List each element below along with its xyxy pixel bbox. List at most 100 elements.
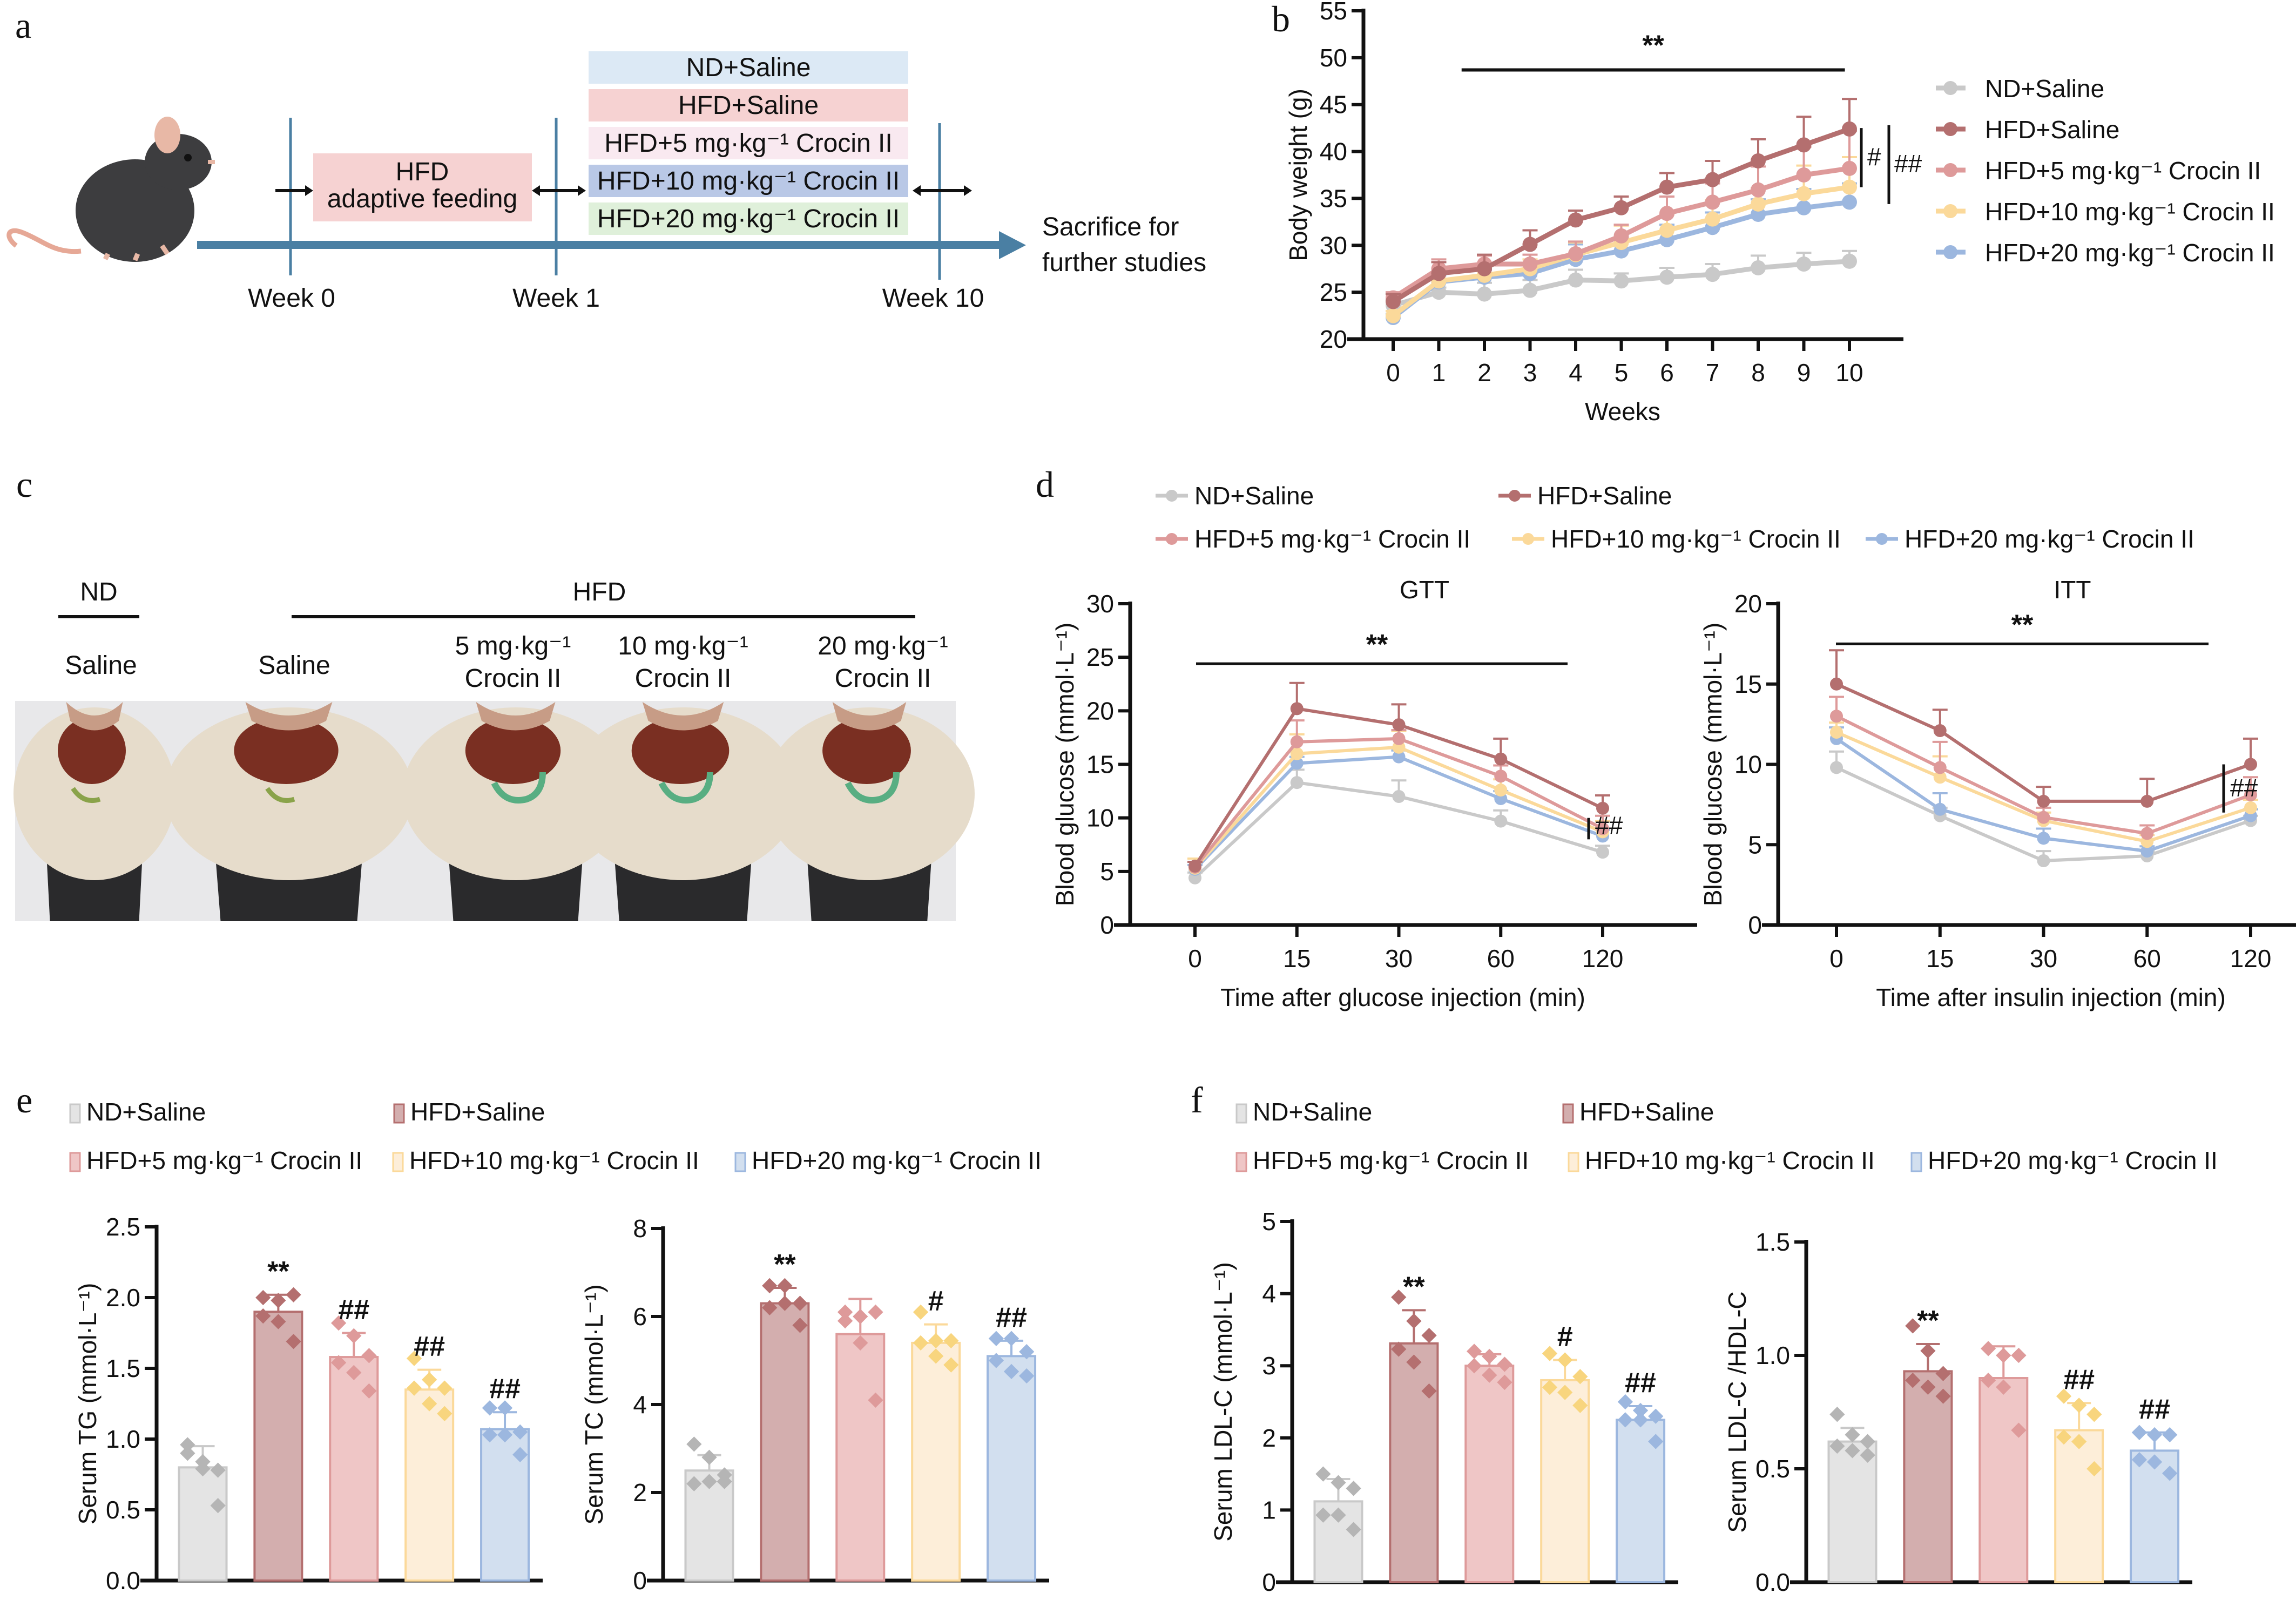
data-point [2146, 1427, 2163, 1443]
data-point [1522, 237, 1538, 252]
data-point [286, 1287, 301, 1302]
data-point [928, 1348, 944, 1364]
legend-label: HFD+5 mg·kg⁻¹ Crocin II [86, 1146, 362, 1174]
y-tick-label: 30 [1320, 231, 1347, 259]
data-point [1557, 1385, 1573, 1400]
x-tick-label: 9 [1797, 359, 1811, 387]
data-point [1845, 1443, 1860, 1459]
data-point [1632, 1402, 1649, 1419]
data-point [2244, 801, 2257, 814]
legend-label: ND+Saline [86, 1098, 206, 1126]
data-point [422, 1396, 437, 1412]
data-point [2071, 1398, 2087, 1413]
nd-header: ND [80, 578, 117, 606]
x-tick-label: 6 [1660, 359, 1674, 387]
chart-gtt: 0 5 10 15 20 25 30 0 15 30 60 120 Time after glucose… [1051, 576, 1697, 1011]
data-point [1315, 1507, 1331, 1523]
data-point [1494, 784, 1508, 797]
bar [1827, 1440, 1878, 1584]
bar [404, 1388, 455, 1582]
data-point [1830, 710, 1843, 723]
y-tick-label: 10 [1734, 751, 1762, 779]
y-tick-label: 8 [633, 1214, 647, 1243]
significance-label: ## [414, 1331, 445, 1362]
y-tick-label: 6 [633, 1302, 647, 1331]
data-point [868, 1392, 883, 1408]
abdomen [764, 707, 975, 880]
significance-label: ** [1366, 629, 1388, 660]
data-point [2011, 1422, 2027, 1438]
y-tick-label: 55 [1320, 0, 1347, 25]
y-tick-label: 1.0 [1755, 1341, 1790, 1369]
data-point [1933, 771, 1947, 784]
data-point [1659, 222, 1674, 238]
x-tick-label: 15 [1283, 944, 1311, 973]
legend-label: HFD+20 mg·kg⁻¹ Crocin II [1928, 1146, 2218, 1174]
data-point [1392, 790, 1406, 803]
legend-label: HFD+10 mg·kg⁻¹ Crocin II [1985, 198, 2275, 226]
y-tick-label: 5 [1748, 831, 1762, 859]
chart-title: GTT [1400, 576, 1449, 604]
data-point [1830, 726, 1843, 739]
data-point [777, 1295, 793, 1311]
abdomen [165, 707, 413, 880]
data-point [701, 1474, 717, 1489]
data-point [1406, 1313, 1422, 1329]
timeline-arrows [275, 185, 972, 196]
legend-b: ND+Saline HFD+Saline HFD+5 mg·kg⁻¹ Crocin … [1936, 75, 2275, 267]
y-tick-label: 4 [1262, 1280, 1276, 1308]
intestine-green [491, 772, 546, 804]
significance-label: # [928, 1286, 944, 1317]
data-point [1568, 212, 1583, 228]
x-axis-label: Time after insulin injection (min) [1876, 983, 2226, 1011]
data-point [1996, 1347, 2011, 1363]
data-point [1935, 1388, 1951, 1404]
data-point [1617, 1412, 1633, 1428]
column-label-dose: 10 mg·kg⁻¹ [618, 632, 748, 660]
data-point [1796, 167, 1812, 183]
data-point [717, 1474, 732, 1489]
data-point [1751, 182, 1766, 198]
x-tick-label: 0 [1386, 359, 1400, 387]
data-point [853, 1308, 868, 1325]
data-point [1019, 1344, 1035, 1360]
legend-label: HFD+5 mg·kg⁻¹ Crocin II [1253, 1146, 1529, 1174]
data-point [1842, 194, 1857, 210]
data-point [686, 1436, 702, 1452]
bar [1389, 1342, 1439, 1583]
series-line [1392, 199, 1850, 320]
y-tick-label: 25 [1320, 278, 1347, 306]
data-point [1920, 1343, 1936, 1359]
legend-marker [1509, 490, 1521, 502]
data-point [913, 1335, 929, 1351]
legend-label: HFD+Saline [1537, 482, 1672, 510]
data-point [1842, 253, 1857, 269]
legend-label: HFD+20 mg·kg⁻¹ Crocin II [752, 1146, 1042, 1174]
y-tick-label: 0.0 [106, 1567, 140, 1595]
data-point [497, 1400, 513, 1416]
data-point [2146, 1454, 2163, 1470]
legend-label: HFD+5 mg·kg⁻¹ Crocin II [1194, 525, 1470, 553]
data-point [1842, 160, 1857, 176]
x-axis-label: Time after glucose injection (min) [1220, 983, 1585, 1011]
x-tick-label: 1 [1432, 359, 1446, 387]
end-label-line1: Sacrifice for [1042, 213, 1179, 241]
data-point [2037, 854, 2050, 867]
data-point [2131, 1452, 2148, 1468]
data-point [2244, 788, 2257, 802]
y-tick-label: 0.5 [106, 1496, 140, 1524]
data-point [1003, 1331, 1019, 1346]
data-point [1346, 1481, 1361, 1496]
data-point [1933, 802, 1947, 816]
x-tick-label: 8 [1751, 359, 1765, 387]
double-hash-label: ## [2230, 774, 2258, 802]
y-tick-label: 2.0 [106, 1284, 140, 1312]
x-tick-label: 3 [1523, 359, 1537, 387]
y-tick-label: 45 [1320, 91, 1347, 119]
data-point [792, 1295, 808, 1311]
significance-label: ## [489, 1373, 521, 1405]
legend-f: ND+Saline HFD+Saline HFD+5 mg·kg⁻¹ Crocin … [1235, 1098, 2218, 1174]
data-point [1617, 1394, 1633, 1410]
